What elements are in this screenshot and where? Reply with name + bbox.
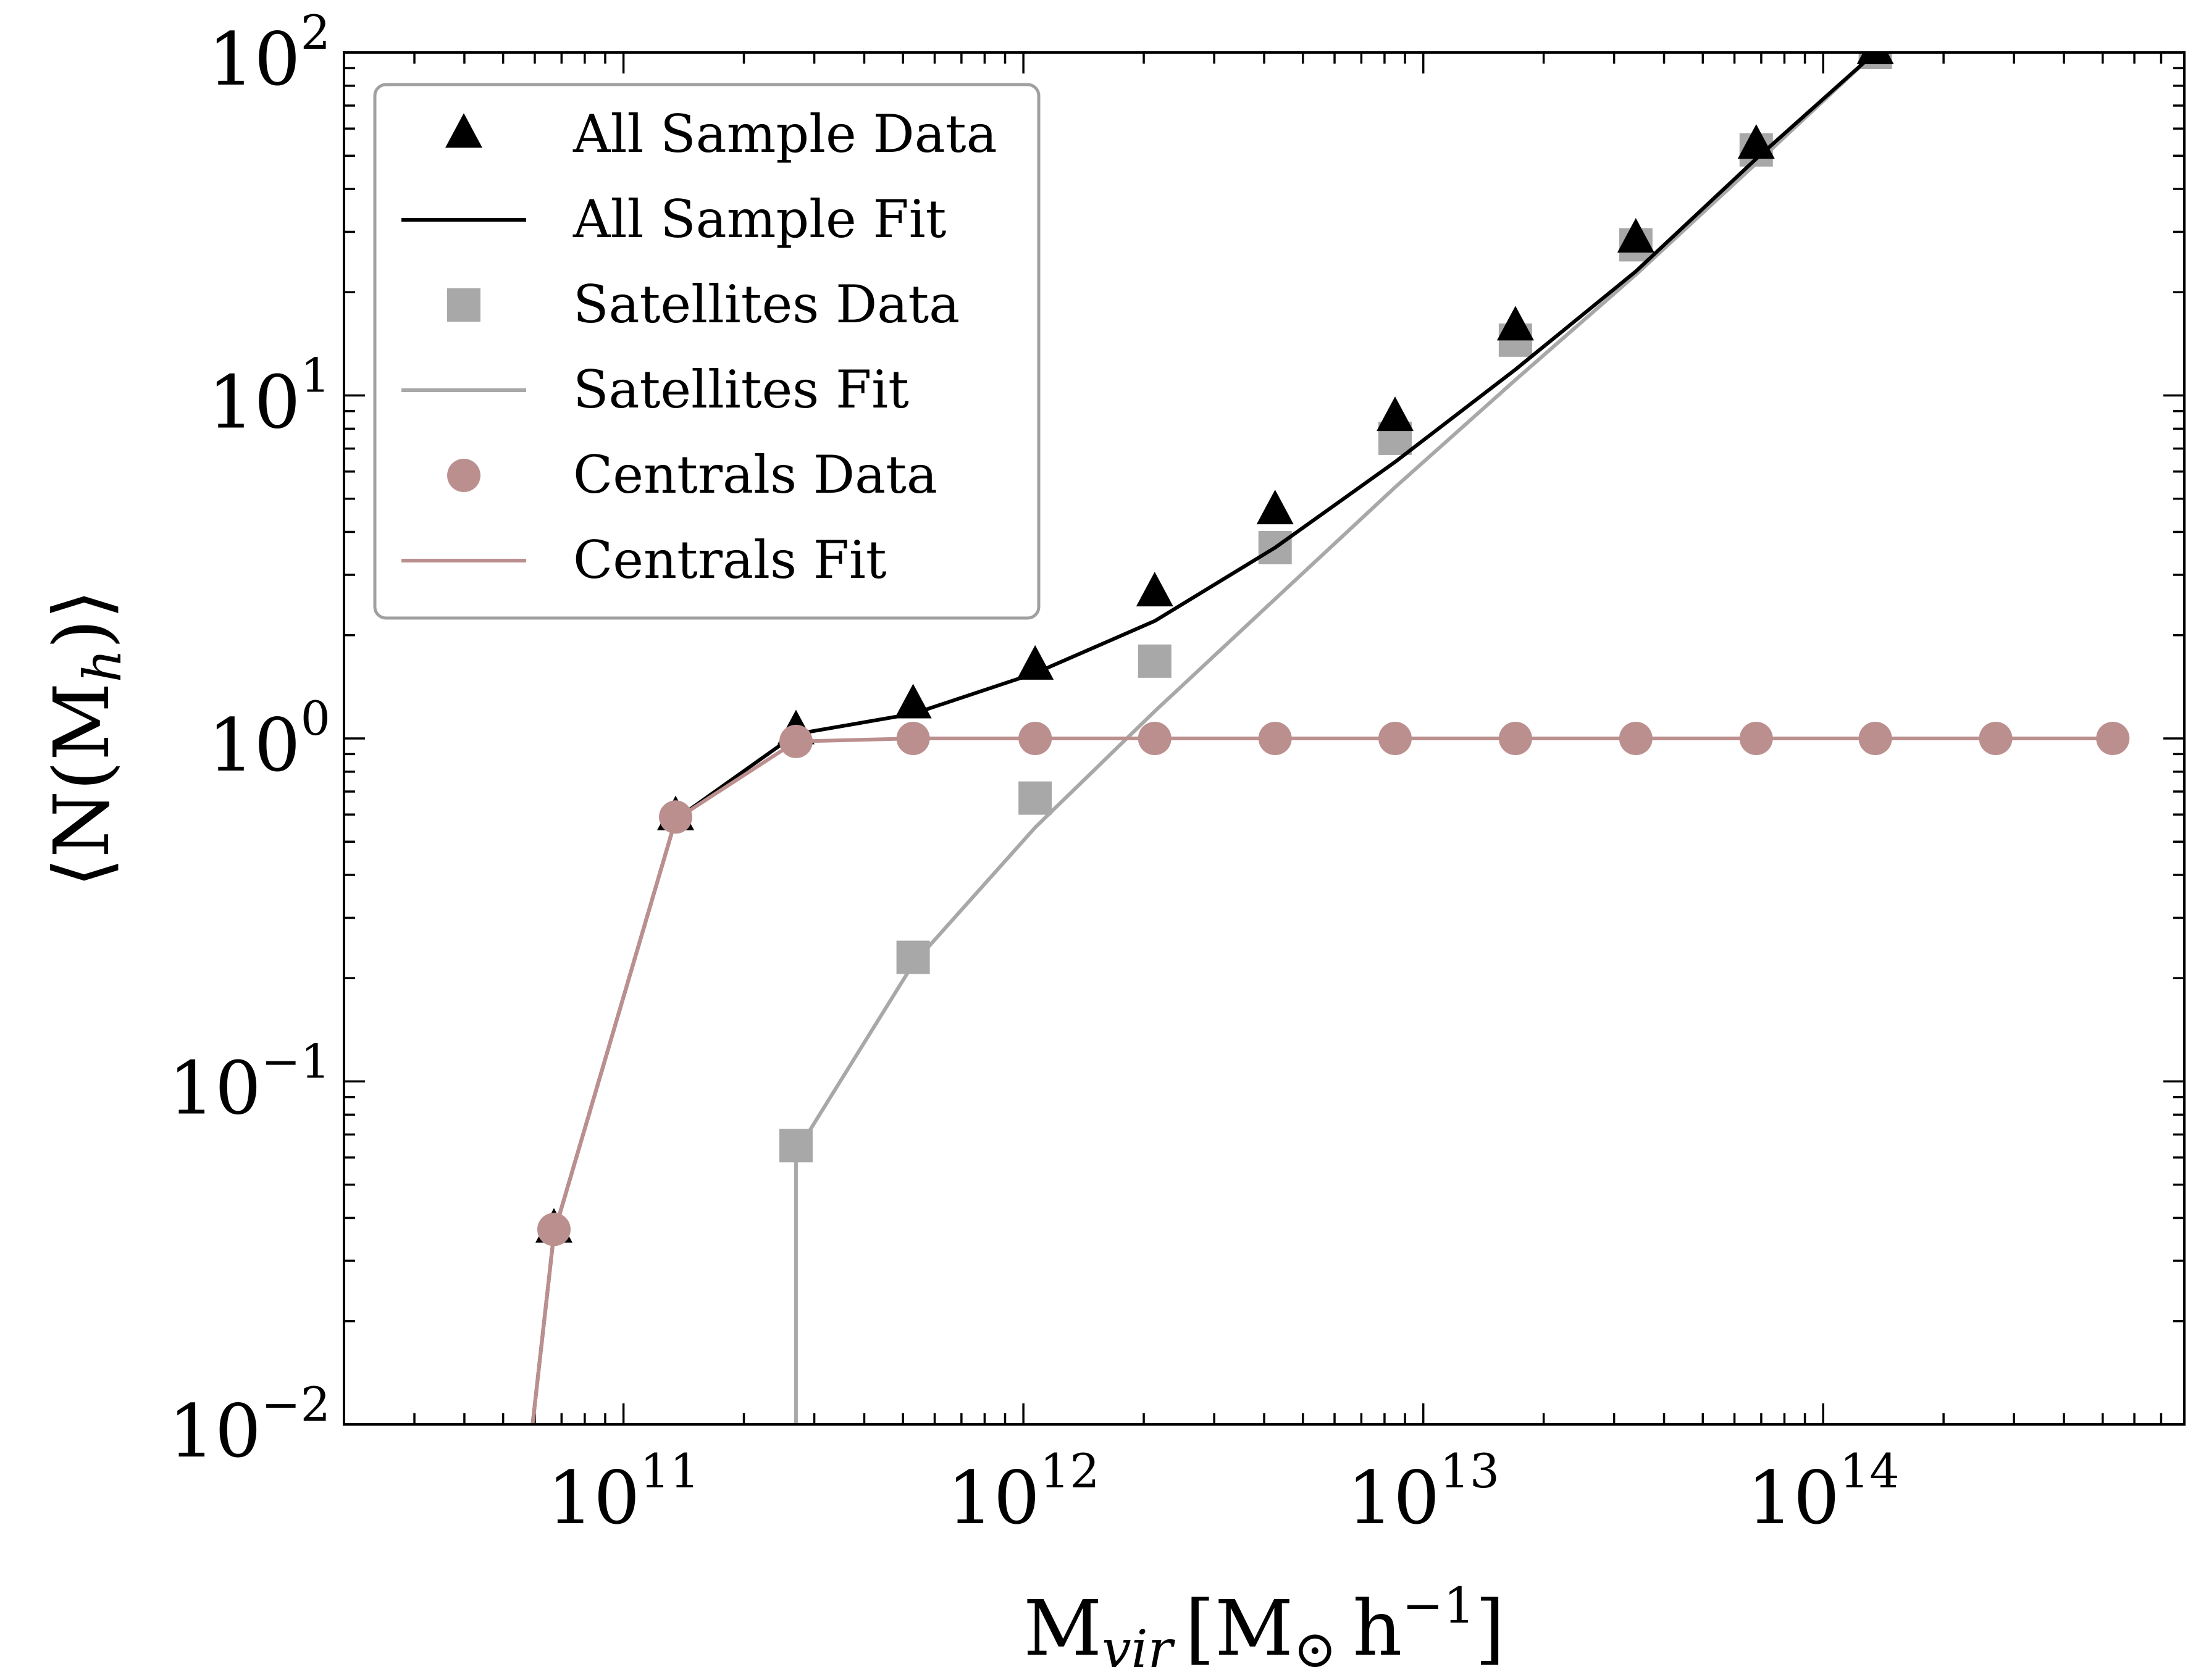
y-tick-label: 10−2 <box>169 1377 330 1474</box>
legend-entry-satellites-fit: Satellites Fit <box>401 359 909 420</box>
legend-entry-centrals-fit: Centrals Fit <box>401 530 887 590</box>
centrals-fit-line <box>530 737 2113 1424</box>
y-tick-label: 102 <box>208 5 330 102</box>
centrals-data-point <box>1378 722 1412 755</box>
x-tick-label: 1012 <box>947 1444 1100 1540</box>
all-sample-data-point <box>1376 396 1414 432</box>
legend-label: Centrals Data <box>573 445 937 505</box>
all-sample-data-point <box>1496 306 1534 341</box>
legend-label: Satellites Fit <box>573 359 909 420</box>
legend-marker-swatch <box>447 288 480 322</box>
y-tick-label: 10−1 <box>169 1034 330 1131</box>
centrals-data-point <box>1138 722 1172 755</box>
satellites-fit-line <box>794 52 1877 1424</box>
legend-label: All Sample Fit <box>572 189 947 249</box>
centrals-data-point <box>1018 722 1052 755</box>
series-layer <box>530 52 2130 1424</box>
y-tick-label: 101 <box>208 348 330 445</box>
centrals-data-point <box>1739 722 1773 755</box>
legend-entry-all-sample-fit: All Sample Fit <box>401 189 947 249</box>
y-tick-label: 100 <box>208 691 330 788</box>
legend-marker-swatch <box>447 459 480 492</box>
series-centrals-data <box>537 722 2130 1247</box>
satellites-data-point <box>1018 781 1052 815</box>
centrals-data-point <box>1619 722 1653 755</box>
series-satellites-fit <box>794 52 1877 1424</box>
all-sample-data-point <box>1017 645 1054 680</box>
legend: All Sample Data All Sample Fit Satellites … <box>373 83 1041 620</box>
centrals-data-point <box>2096 722 2130 755</box>
legend-entry-all-sample-data: All Sample Data <box>445 104 997 164</box>
centrals-data-point <box>1979 722 2013 755</box>
x-tick-label: 1014 <box>1747 1444 1900 1540</box>
centrals-data-point <box>1498 722 1532 755</box>
legend-marker-swatch <box>445 113 482 148</box>
y-axis-label: ⟨N(Mh)⟩ <box>38 589 133 887</box>
centrals-data-point <box>1258 722 1292 755</box>
legend-entry-centrals-data: Centrals Data <box>447 445 937 505</box>
tick-labels: 1011 1012 1013 1014 10−2 10−1 100 101 102 <box>169 5 1900 1540</box>
centrals-data-point <box>1858 722 1892 755</box>
axis-ticks <box>343 51 2186 1426</box>
centrals-data-point <box>779 724 813 758</box>
legend-label: All Sample Data <box>572 104 997 164</box>
x-tick-label: 1011 <box>547 1444 700 1540</box>
legend-label: Satellites Data <box>573 274 960 335</box>
centrals-data-point <box>659 800 693 834</box>
series-centrals-fit <box>530 737 2113 1424</box>
legend-entry-satellites-data: Satellites Data <box>447 274 960 335</box>
x-axis-label: Mvir [M⊙ h−1] <box>1023 1577 1504 1679</box>
all-sample-data-point <box>894 683 932 719</box>
centrals-data-point <box>537 1213 571 1247</box>
satellites-data-point <box>896 940 930 974</box>
all-sample-data-point <box>1256 490 1294 525</box>
legend-frame <box>373 83 1041 620</box>
all-sample-data-point <box>1856 52 1894 64</box>
all-sample-data-point <box>1737 124 1775 159</box>
all-sample-data-point <box>1136 572 1173 607</box>
plot-frame <box>343 51 2186 1426</box>
centrals-data-point <box>896 722 930 755</box>
all-sample-data-point <box>1617 218 1654 253</box>
satellites-data-point <box>779 1129 813 1163</box>
legend-label: Centrals Fit <box>573 530 887 590</box>
x-tick-label: 1013 <box>1347 1444 1499 1540</box>
satellites-data-point <box>1138 644 1172 678</box>
